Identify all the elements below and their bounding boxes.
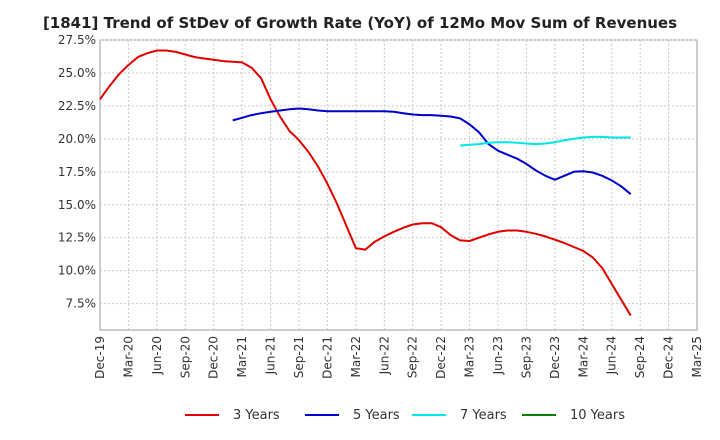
legend-label: 5 Years bbox=[353, 407, 400, 423]
x-tick-label: Mar-20 bbox=[121, 336, 135, 377]
plot-frame bbox=[99, 39, 698, 331]
y-tick-label: 25.0% bbox=[58, 66, 96, 80]
legend-label: 10 Years bbox=[570, 407, 625, 423]
x-tick-label: Jun-20 bbox=[150, 336, 164, 375]
y-tick-label: 7.5% bbox=[66, 297, 97, 311]
x-tick-label: Dec-21 bbox=[320, 336, 334, 379]
series-layer bbox=[99, 49, 632, 317]
x-tick-label: Jun-23 bbox=[491, 336, 505, 375]
x-tick-label: Sep-20 bbox=[178, 336, 192, 378]
x-tick-label: Mar-22 bbox=[349, 336, 363, 377]
legend-swatch bbox=[522, 414, 556, 416]
x-tick-label: Dec-22 bbox=[434, 336, 448, 379]
y-tick-label: 10.0% bbox=[58, 264, 96, 278]
axis-layer: 7.5% 10.0% 12.5% 15.0% 17.5% 20.0% 22.5% 25.0% 2… bbox=[58, 33, 704, 379]
x-tick-label: Dec-19 bbox=[93, 336, 107, 379]
x-tick-label: Mar-21 bbox=[235, 336, 249, 377]
series-line-3-years bbox=[99, 49, 632, 317]
legend-swatch bbox=[412, 414, 446, 416]
legend-label: 7 Years bbox=[460, 407, 507, 423]
legend: 3 Years 5 Years 7 Years 10 Years bbox=[0, 405, 720, 425]
legend-item-3-years: 3 Years bbox=[185, 405, 280, 425]
legend-item-7-years: 7 Years bbox=[412, 405, 507, 425]
x-tick-label: Jun-21 bbox=[264, 336, 278, 375]
y-tick-label: 15.0% bbox=[58, 198, 96, 212]
x-tick-label: Sep-22 bbox=[406, 336, 420, 378]
y-tick-label: 22.5% bbox=[58, 99, 96, 113]
x-tick-label: Mar-25 bbox=[690, 336, 704, 377]
y-tick-label: 17.5% bbox=[58, 165, 96, 179]
y-tick-label: 20.0% bbox=[58, 132, 96, 146]
series-line-5-years bbox=[232, 107, 632, 195]
x-tick-label: Sep-21 bbox=[292, 336, 306, 378]
legend-item-5-years: 5 Years bbox=[305, 405, 400, 425]
x-tick-label: Mar-24 bbox=[576, 336, 590, 377]
x-tick-label: Sep-24 bbox=[633, 336, 647, 378]
y-tick-label: 12.5% bbox=[58, 231, 96, 245]
grid-layer bbox=[99, 39, 698, 331]
legend-swatch bbox=[185, 414, 219, 416]
x-tick-label: Jun-24 bbox=[605, 336, 619, 375]
x-tick-label: Mar-23 bbox=[463, 336, 477, 377]
legend-item-10-years: 10 Years bbox=[522, 405, 625, 425]
chart-title: [1841] Trend of StDev of Growth Rate (Yo… bbox=[42, 14, 678, 32]
series-line-7-years bbox=[460, 135, 631, 147]
y-tick-label: 27.5% bbox=[58, 33, 96, 47]
x-tick-label: Sep-23 bbox=[519, 336, 533, 378]
legend-label: 3 Years bbox=[233, 407, 280, 423]
legend-swatch bbox=[305, 414, 339, 416]
x-tick-label: Dec-24 bbox=[662, 336, 676, 379]
x-tick-label: Dec-23 bbox=[548, 336, 562, 379]
x-tick-label: Jun-22 bbox=[377, 336, 391, 375]
x-tick-label: Dec-20 bbox=[207, 336, 221, 379]
